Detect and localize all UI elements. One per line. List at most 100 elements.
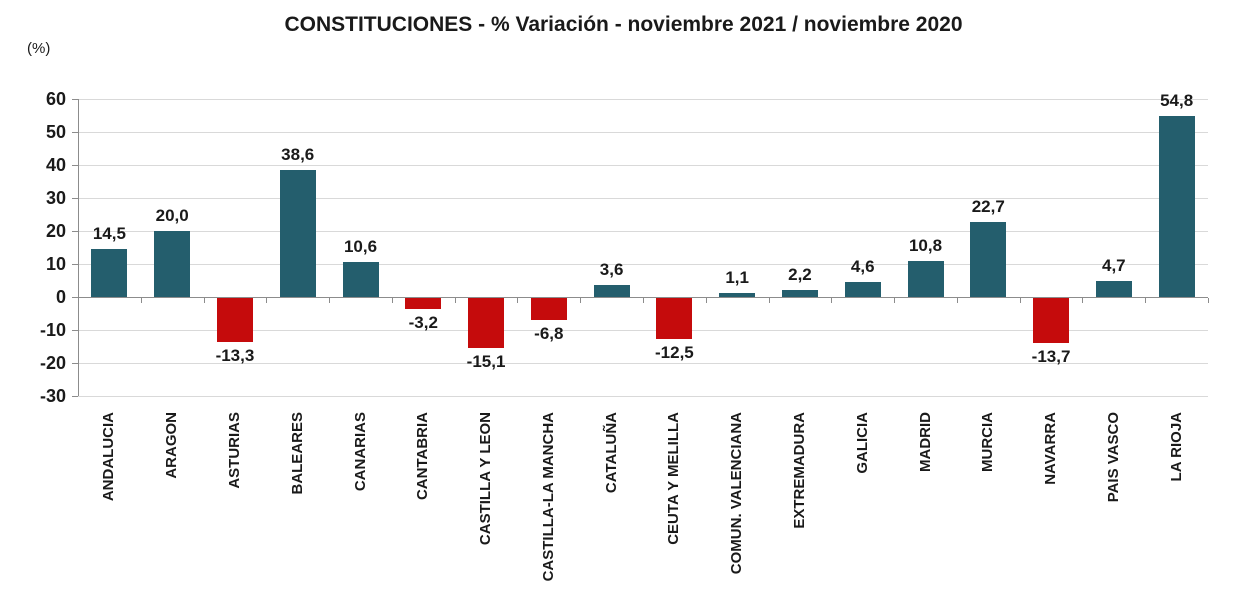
bar <box>405 298 442 309</box>
x-axis-tick <box>1208 298 1209 303</box>
x-axis-tick <box>580 298 582 303</box>
y-axis-tick <box>72 264 78 265</box>
bar <box>656 298 693 340</box>
y-axis-tick-label: -30 <box>39 386 66 406</box>
bar-value-label: -15,1 <box>466 351 506 371</box>
category-label: CANARIAS <box>351 412 369 492</box>
bar <box>1158 116 1195 297</box>
category-label: CATALUÑA <box>602 412 620 494</box>
bar-value-label: 4,7 <box>1102 256 1126 276</box>
x-axis-tick <box>894 298 896 303</box>
y-axis-line <box>78 99 79 396</box>
bar <box>593 285 630 297</box>
bar <box>530 298 567 321</box>
category-label: ANDALUCIA <box>100 412 118 502</box>
x-axis-tick <box>705 298 707 303</box>
category-label: LA RIOJA <box>1167 412 1185 482</box>
x-axis-tick <box>391 298 393 303</box>
bar <box>279 169 316 297</box>
bar-value-label: -12,5 <box>655 343 694 363</box>
gridline <box>78 231 1208 232</box>
category-label: CASTILLA Y LEON <box>477 412 495 546</box>
bar-value-label: -6,8 <box>534 324 564 344</box>
x-axis-zero-line <box>78 297 1208 298</box>
category-label: BALEARES <box>288 412 306 495</box>
bar-value-label: 10,8 <box>908 236 943 256</box>
bar-value-label: 54,8 <box>1160 91 1194 111</box>
x-axis-tick <box>1082 298 1084 303</box>
gridline <box>78 264 1208 265</box>
bar <box>1095 281 1132 297</box>
bar <box>719 293 756 297</box>
bar-value-label: 22,7 <box>971 197 1005 217</box>
bar <box>468 298 505 348</box>
x-axis-tick <box>329 298 331 303</box>
y-axis-tick <box>72 99 78 100</box>
x-axis-tick <box>768 298 770 303</box>
x-axis-tick <box>643 298 644 303</box>
bar-value-label: 14,5 <box>92 224 126 244</box>
category-label: ARAGON <box>163 412 181 479</box>
y-axis-tick <box>72 231 78 232</box>
bar-value-label: 38,6 <box>281 144 315 164</box>
bar <box>781 289 818 297</box>
bar-value-label: -13,3 <box>215 345 255 365</box>
gridline <box>78 363 1208 364</box>
gridline <box>78 396 1208 397</box>
y-axis-tick-label: 60 <box>45 89 66 109</box>
y-axis-tick-label: 50 <box>45 122 66 142</box>
bar <box>907 261 944 297</box>
category-label: CANTABRIA <box>414 412 432 501</box>
y-axis-tick-label: 20 <box>45 221 66 241</box>
y-axis-tick <box>72 165 78 166</box>
y-axis-tick <box>72 297 78 298</box>
gridline <box>78 132 1208 133</box>
y-axis-tick <box>72 396 78 397</box>
category-label: NAVARRA <box>1042 412 1060 485</box>
bar <box>1033 298 1070 344</box>
bar <box>91 249 128 297</box>
chart-title: CONSTITUCIONES - % Variación - noviembre… <box>284 13 963 36</box>
category-label: ASTURIAS <box>225 412 243 489</box>
gridline <box>78 99 1208 100</box>
bar-value-label: 3,6 <box>599 260 624 280</box>
x-axis-tick <box>1145 298 1147 303</box>
x-axis-tick <box>78 298 79 303</box>
x-axis-tick <box>203 298 205 303</box>
y-axis-tick <box>72 132 78 133</box>
bar-value-label: -3,2 <box>408 312 438 332</box>
y-axis-unit-label: (%) <box>27 40 51 57</box>
x-axis-tick <box>517 298 519 303</box>
category-label: MURCIA <box>979 412 997 472</box>
gridline <box>78 165 1208 166</box>
gridline <box>78 198 1208 199</box>
bar-value-label: 1,1 <box>725 268 749 288</box>
bar <box>216 298 253 342</box>
category-label: EXTREMADURA <box>790 412 808 529</box>
bar <box>342 262 379 297</box>
y-axis-tick-label: 30 <box>45 188 66 208</box>
x-axis-tick <box>1019 298 1021 303</box>
x-axis-tick <box>956 298 958 303</box>
x-axis-tick <box>266 298 268 303</box>
x-axis-tick <box>831 298 833 303</box>
y-axis-tick <box>72 198 78 199</box>
category-label: GALICIA <box>853 412 871 474</box>
y-axis-tick-label: 40 <box>45 155 66 175</box>
y-axis-tick <box>72 363 78 364</box>
y-axis-tick <box>72 330 78 331</box>
bar-value-label: 20,0 <box>155 206 189 225</box>
x-axis-tick <box>454 298 456 303</box>
bar <box>844 281 881 297</box>
gridline <box>78 330 1208 331</box>
bar-value-label: 10,6 <box>343 237 378 257</box>
category-label: CASTILLA-LA MANCHA <box>539 412 557 582</box>
bar-value-label: 4,6 <box>850 256 875 276</box>
bar <box>154 231 191 297</box>
y-axis-tick-label: -10 <box>39 320 66 340</box>
y-axis-tick-label: 10 <box>45 254 66 274</box>
y-axis-tick-label: 0 <box>55 287 66 307</box>
bar-value-label: 2,2 <box>788 264 812 284</box>
bar-value-label: -13,7 <box>1031 347 1071 367</box>
